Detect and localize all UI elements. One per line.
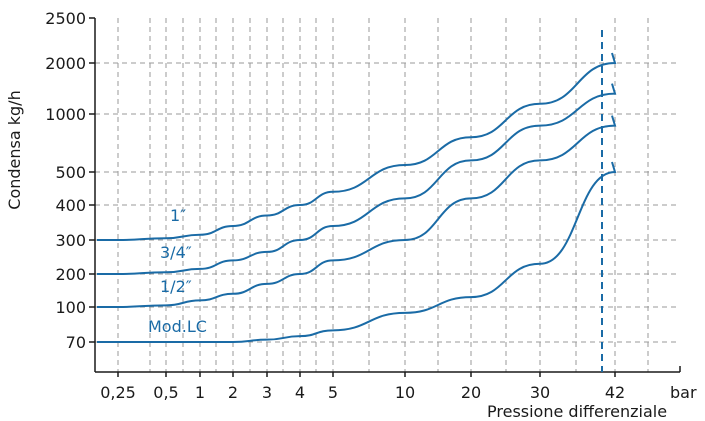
series-line-3 xyxy=(96,161,617,344)
y-axis-title: Condensa kg/h xyxy=(5,90,24,209)
series-lines xyxy=(96,30,617,372)
grid xyxy=(95,18,680,372)
x-tick-label: 5 xyxy=(328,383,338,402)
y-tick-label: 500 xyxy=(55,163,86,182)
y-tick-label: 70 xyxy=(66,333,86,352)
y-tick-label: 300 xyxy=(55,231,86,250)
x-tick-label: 4 xyxy=(295,383,305,402)
series-label: 1″ xyxy=(170,206,186,225)
x-axis-title: Pressione differenziale xyxy=(487,402,667,421)
series-label: 1/2″ xyxy=(160,277,192,296)
x-tick-label: 20 xyxy=(461,383,481,402)
y-tick-label: 2000 xyxy=(45,54,86,73)
series-label: Mod.LC xyxy=(148,317,207,336)
y-tick-label: 200 xyxy=(55,265,86,284)
series-label: 3/4″ xyxy=(160,243,192,262)
x-tick-label: 30 xyxy=(530,383,550,402)
axes: 70 100 200 300 400 500 1000 2000 2500 0,25 0,5 1 2 3 4… xyxy=(45,9,681,402)
x-axis-unit: bar xyxy=(670,383,697,402)
series-line-0 xyxy=(97,52,617,241)
x-tick-label: 1 xyxy=(195,383,205,402)
x-tick-label: 2 xyxy=(228,383,238,402)
x-tick-label: 10 xyxy=(395,383,415,402)
y-tick-label: 400 xyxy=(55,196,86,215)
y-tick-label: 2500 xyxy=(45,9,86,28)
series-line-2 xyxy=(96,115,617,309)
x-tick-label: 3 xyxy=(262,383,272,402)
x-tick-label: 0,25 xyxy=(100,383,136,402)
y-tick-label: 100 xyxy=(55,298,86,317)
x-tick-label: 0,5 xyxy=(153,383,178,402)
x-tick-label: 42 xyxy=(605,383,625,402)
y-tick-label: 1000 xyxy=(45,105,86,124)
labels: 1″ 3/4″ 1/2″ Mod.LC xyxy=(148,206,207,336)
series-line-1 xyxy=(96,83,617,276)
